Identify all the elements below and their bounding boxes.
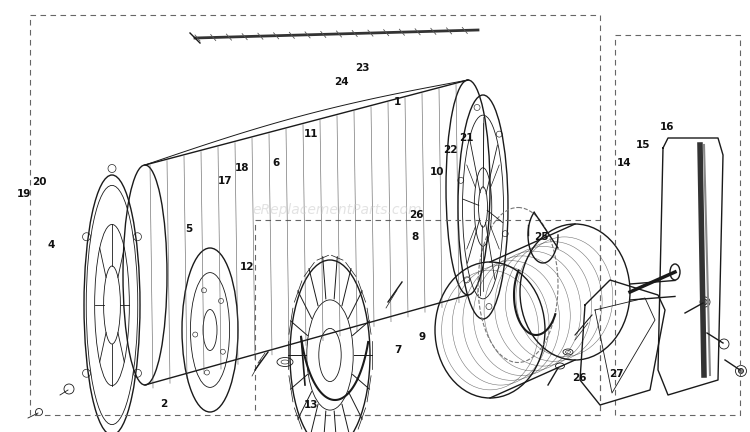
Text: 2: 2 — [160, 399, 167, 409]
Text: 19: 19 — [16, 188, 32, 199]
Text: 16: 16 — [660, 122, 675, 133]
Text: eReplacementParts.com: eReplacementParts.com — [253, 203, 422, 216]
Text: 21: 21 — [459, 133, 474, 143]
Text: 22: 22 — [442, 145, 458, 156]
Text: 6: 6 — [272, 158, 280, 168]
Text: 10: 10 — [430, 167, 445, 177]
Text: 17: 17 — [217, 175, 232, 186]
Text: 15: 15 — [636, 140, 651, 150]
Text: 26: 26 — [409, 210, 424, 220]
Text: 27: 27 — [609, 368, 624, 379]
Text: 26: 26 — [572, 373, 586, 383]
Text: 11: 11 — [304, 129, 319, 139]
Text: 18: 18 — [235, 162, 250, 173]
Text: 9: 9 — [419, 332, 426, 342]
Text: 5: 5 — [185, 224, 193, 234]
Text: 8: 8 — [411, 232, 419, 242]
Text: 4: 4 — [47, 240, 55, 251]
Text: 7: 7 — [394, 345, 401, 355]
Text: 24: 24 — [334, 77, 349, 87]
Ellipse shape — [739, 368, 743, 374]
Text: 13: 13 — [304, 400, 319, 410]
Text: 23: 23 — [355, 63, 370, 73]
Ellipse shape — [703, 299, 707, 305]
Text: 12: 12 — [240, 262, 255, 272]
Text: 1: 1 — [394, 96, 401, 107]
Text: 14: 14 — [616, 158, 632, 168]
Text: 25: 25 — [534, 232, 549, 242]
Text: 20: 20 — [32, 177, 47, 187]
